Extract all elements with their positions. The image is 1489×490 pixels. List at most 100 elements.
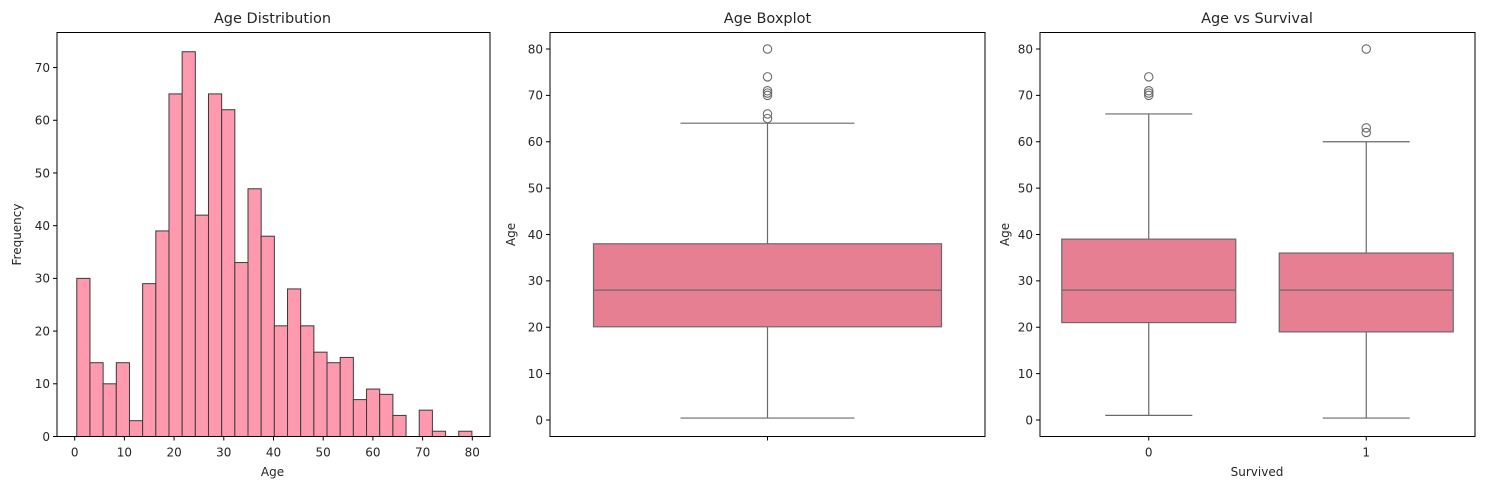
axes-frame — [1039, 32, 1476, 437]
x-axis-ticks: 0 10 20 30 40 50 60 70 80 — [71, 436, 480, 460]
histogram-bar — [273, 325, 289, 437]
outlier-point — [762, 109, 773, 119]
y-tick-label: 10 — [35, 377, 50, 391]
histogram-bar — [300, 325, 315, 437]
outlier-point — [1361, 127, 1372, 138]
y-tick-label: 60 — [1018, 135, 1033, 149]
y-tick-label: 30 — [528, 274, 543, 288]
y-tick-label: 60 — [35, 114, 50, 128]
histogram-bar — [102, 383, 117, 437]
outlier-point — [1144, 90, 1154, 101]
x-tick-label: 50 — [316, 446, 331, 460]
outlier-point — [762, 88, 773, 98]
x-tick-label: 70 — [415, 446, 430, 460]
histogram-bar — [76, 277, 91, 437]
x-tick-label: 80 — [465, 446, 480, 460]
y-tick-label: 70 — [528, 89, 543, 103]
boxplots — [1061, 44, 1454, 419]
outlier-point — [762, 44, 773, 54]
x-tick-label: 10 — [117, 446, 132, 460]
outlier-point — [1144, 88, 1154, 98]
x-tick-label: 40 — [266, 446, 281, 460]
y-tick-label: 30 — [35, 272, 50, 286]
histogram-bar — [89, 362, 104, 438]
box-iqr — [1278, 252, 1454, 333]
outlier-point — [1144, 72, 1154, 82]
histogram-bar — [366, 388, 381, 437]
y-tick-label: 60 — [528, 135, 543, 149]
axes-frame — [56, 32, 491, 437]
y-tick-label: 0 — [535, 413, 543, 427]
age-distribution-title: Age Distribution — [214, 11, 331, 27]
x-tick-label: 30 — [216, 446, 231, 460]
y-tick-label: 80 — [528, 42, 543, 56]
histogram-bar — [392, 414, 407, 437]
outlier-point — [762, 90, 773, 101]
y-tick-label: 10 — [528, 367, 543, 381]
y-tick-label: 20 — [528, 321, 543, 335]
histogram-bar — [313, 351, 328, 437]
histogram-bar — [431, 430, 447, 437]
outlier-point — [762, 72, 773, 82]
y-tick-label: 40 — [528, 228, 543, 242]
outlier-point — [1144, 85, 1154, 96]
histogram-bar — [221, 109, 236, 438]
age-vs-survival-title: Age vs Survival — [1201, 11, 1313, 27]
y-tick-label: 20 — [35, 324, 50, 338]
boxplot — [592, 44, 943, 419]
histogram-bar — [155, 230, 170, 437]
outlier-point — [762, 113, 773, 124]
histogram-bar — [247, 188, 262, 437]
age-boxplot-title: Age Boxplot — [724, 11, 812, 27]
y-tick-label: 70 — [1018, 89, 1033, 103]
y-tick-label: 10 — [1018, 367, 1033, 381]
y-axis-ticks: 0 10 20 30 40 50 60 70 80 — [528, 42, 550, 427]
histogram-bar — [142, 283, 157, 437]
y-tick-label: 40 — [35, 219, 50, 233]
y-axis-ticks: 0 10 20 30 40 50 60 70 80 — [1018, 42, 1040, 427]
y-tick-label: 50 — [528, 181, 543, 195]
histogram-bar — [207, 93, 223, 438]
y-tick-label: 50 — [35, 166, 50, 180]
histogram-bars — [76, 51, 473, 438]
box-iqr — [1061, 238, 1237, 324]
y-tick-label: 20 — [1018, 321, 1033, 335]
x-axis-label: Age — [261, 465, 284, 479]
histogram-bar — [352, 399, 368, 437]
box-iqr — [592, 243, 943, 328]
y-axis-label: Age — [998, 223, 1012, 246]
x-tick-label: 0 — [1145, 446, 1153, 460]
y-axis-label: Frequency — [10, 204, 24, 266]
age-distribution-panel: Age Distribution 0 10 20 30 40 50 60 70 80 0 10 20… — [10, 11, 491, 479]
histogram-bar — [339, 356, 354, 437]
y-tick-label: 30 — [1018, 274, 1033, 288]
y-axis-ticks: 0 10 20 30 40 50 60 70 — [35, 61, 57, 444]
histogram-bar — [194, 214, 209, 437]
histogram-bar — [168, 93, 183, 438]
histogram-bar — [234, 262, 249, 437]
y-tick-label: 70 — [35, 61, 50, 75]
y-tick-label: 50 — [1018, 181, 1033, 195]
x-tick-label: 60 — [365, 446, 380, 460]
x-tick-label: 20 — [166, 446, 181, 460]
histogram-bar — [326, 362, 341, 438]
outlier-point — [1361, 44, 1372, 54]
x-axis-label: Survived — [1231, 465, 1284, 479]
histogram-bar — [287, 288, 302, 438]
histogram-bar — [260, 235, 275, 437]
histogram-bar — [379, 393, 394, 438]
outlier-point — [762, 85, 773, 96]
y-tick-label: 80 — [1018, 42, 1033, 56]
y-tick-label: 0 — [42, 430, 50, 444]
x-tick-label: 0 — [71, 446, 79, 460]
histogram-bar — [181, 51, 196, 437]
histogram-bar — [418, 409, 433, 438]
y-tick-label: 40 — [1018, 228, 1033, 242]
y-tick-label: 0 — [1025, 413, 1033, 427]
histogram-bar — [128, 420, 144, 437]
outlier-point — [1361, 123, 1372, 133]
x-tick-label: 1 — [1362, 446, 1370, 460]
